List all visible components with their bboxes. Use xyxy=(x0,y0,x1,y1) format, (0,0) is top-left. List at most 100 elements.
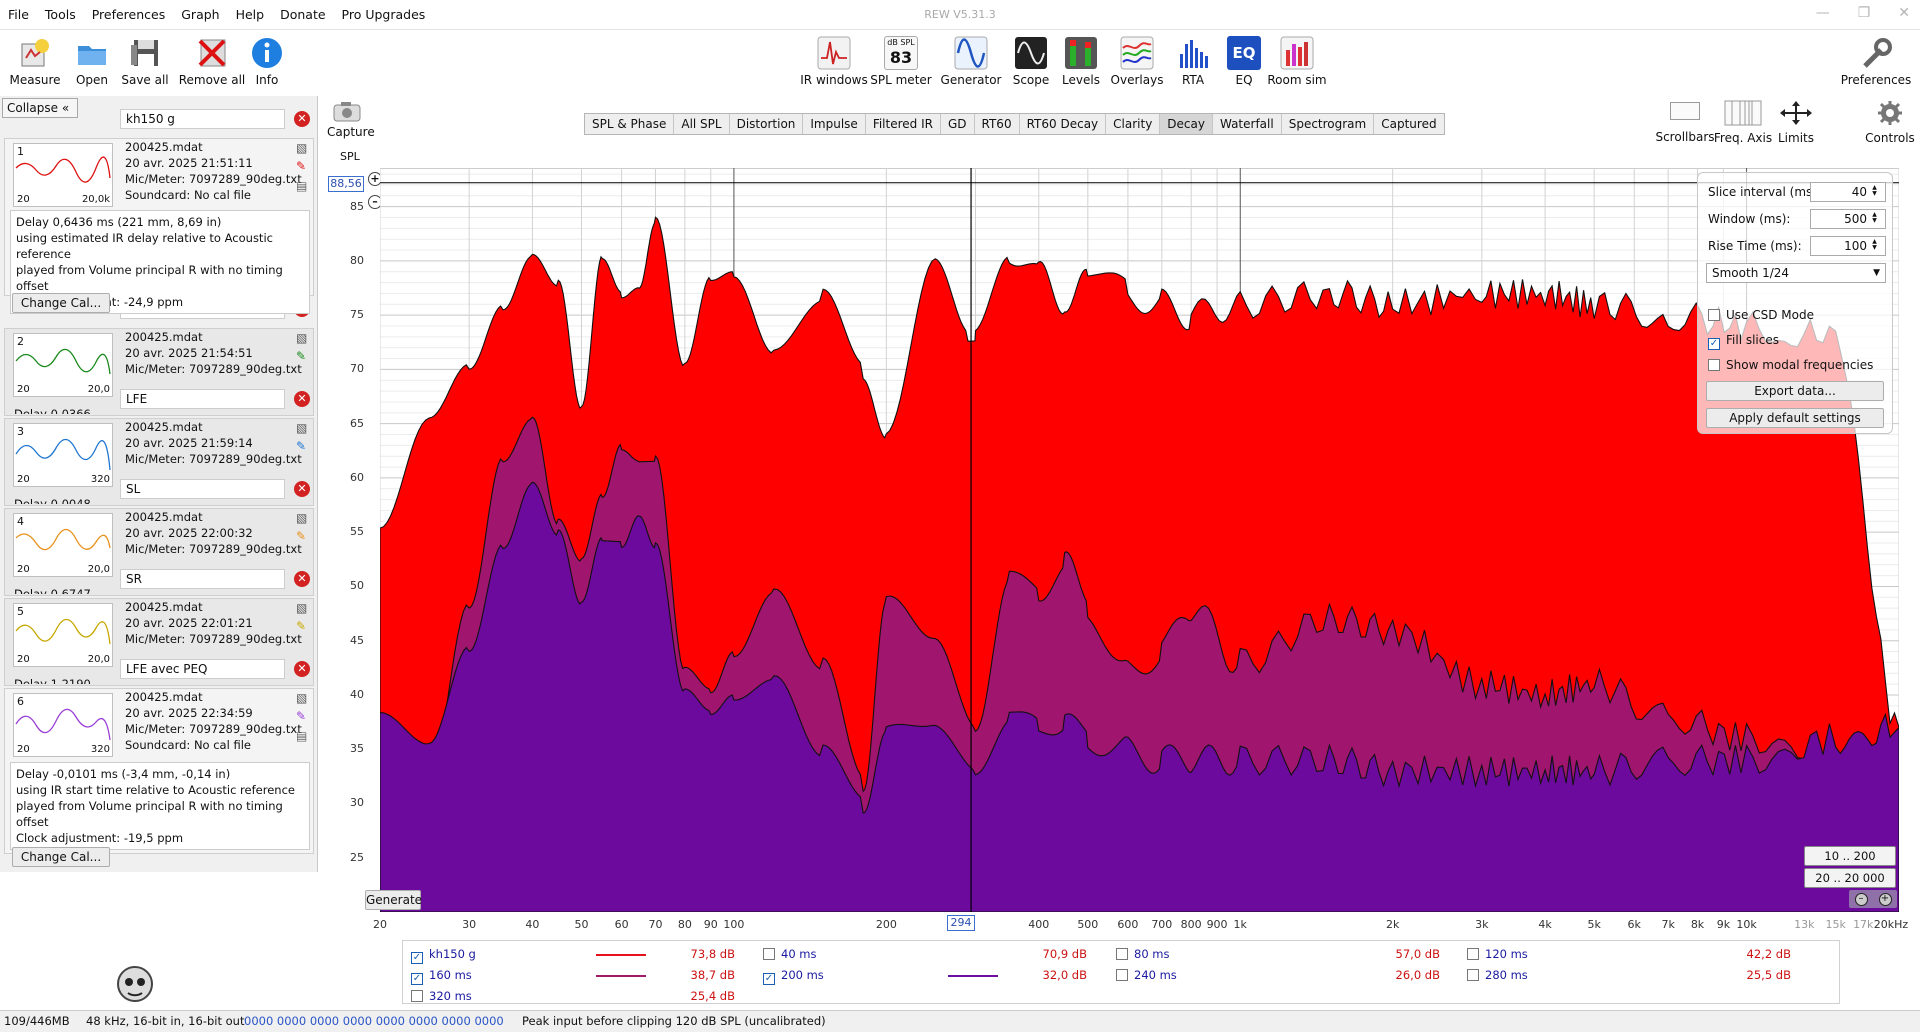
freq-axis-button[interactable]: Freq. Axis xyxy=(1713,100,1773,145)
measurement-name-input[interactable]: LFE xyxy=(120,389,285,409)
menu-file[interactable]: File xyxy=(8,7,29,22)
window-spinner[interactable]: 500 xyxy=(1810,209,1886,229)
chart-icon[interactable]: ▧ xyxy=(296,691,308,705)
x-cursor-readout[interactable]: 294 xyxy=(947,915,975,931)
legend-checkbox-icon[interactable]: ✓ xyxy=(411,952,423,964)
decay-chart[interactable] xyxy=(380,168,1899,912)
legend-checkbox-icon[interactable] xyxy=(411,990,423,1002)
remove-all-button[interactable]: Remove all xyxy=(177,34,247,87)
delete-measurement-icon[interactable]: ✕ xyxy=(294,661,310,677)
tab-clarity[interactable]: Clarity xyxy=(1106,114,1161,134)
pen-icon[interactable]: ✎ xyxy=(296,619,307,633)
menu-tools[interactable]: Tools xyxy=(44,7,76,22)
generate-button[interactable]: Generate xyxy=(365,890,422,910)
chart-icon[interactable]: ▧ xyxy=(296,601,308,615)
legend-checkbox-icon[interactable] xyxy=(1467,969,1479,981)
scrollbars-button[interactable]: Scrollbars xyxy=(1655,100,1715,144)
limits-button[interactable]: Limits xyxy=(1766,100,1826,145)
chart-icon[interactable]: ▧ xyxy=(296,421,308,435)
open-button[interactable]: Open xyxy=(57,34,127,87)
legend-entry[interactable]: ✓ 200 ms 32,0 dB xyxy=(763,968,1103,986)
tab-decay[interactable]: Decay xyxy=(1160,114,1213,134)
overlays-button[interactable]: Overlays xyxy=(1102,34,1172,87)
spl-meter-button[interactable]: dB SPL 83 SPL meter xyxy=(866,34,936,87)
legend-entry[interactable]: ✓ 160 ms 38,7 dB xyxy=(411,968,751,986)
collapse-button[interactable]: Collapse « xyxy=(2,98,78,118)
apply-default-settings-button[interactable]: Apply default settings xyxy=(1706,408,1884,428)
measurement-thumbnail[interactable]: 6 20 320 xyxy=(13,693,113,757)
notes-icon[interactable]: ▤ xyxy=(296,179,308,193)
measurement-thumbnail[interactable]: 2 20 20,0 xyxy=(13,333,113,397)
zoom-in-icon[interactable]: + xyxy=(1878,892,1892,906)
maximize-icon[interactable]: ❐ xyxy=(1857,5,1871,21)
pen-icon[interactable]: ✎ xyxy=(296,349,307,363)
pen-icon[interactable]: ✎ xyxy=(296,529,307,543)
legend-entry[interactable]: 240 ms 26,0 dB xyxy=(1116,968,1456,986)
delete-measurement-icon[interactable]: ✕ xyxy=(294,571,310,587)
notes-icon[interactable]: ▤ xyxy=(296,729,308,743)
measurement-thumbnail[interactable]: 1 20 20,0k xyxy=(13,143,113,207)
chart-icon[interactable]: ▧ xyxy=(296,331,308,345)
delete-measurement-icon[interactable]: ✕ xyxy=(294,481,310,497)
tab-impulse[interactable]: Impulse xyxy=(803,114,866,134)
menu-help[interactable]: Help xyxy=(235,7,265,22)
pen-icon[interactable]: ✎ xyxy=(296,159,307,173)
tab-rt60[interactable]: RT60 xyxy=(974,114,1020,134)
room-sim-button[interactable]: Room sim xyxy=(1262,34,1332,87)
smoothing-select[interactable]: Smooth 1/24 ▼ xyxy=(1706,263,1886,283)
legend-entry[interactable]: 40 ms 70,9 dB xyxy=(763,947,1103,965)
tab-rt60-decay[interactable]: RT60 Decay xyxy=(1019,114,1107,134)
preferences-button[interactable]: Preferences xyxy=(1841,34,1911,87)
legend-entry[interactable]: 280 ms 25,5 dB xyxy=(1467,968,1807,986)
legend-checkbox-icon[interactable] xyxy=(763,948,775,960)
chart-icon[interactable]: ▧ xyxy=(296,511,308,525)
measurement-thumbnail[interactable]: 3 20 320 xyxy=(13,423,113,487)
range-10-200-button[interactable]: 10 .. 200 xyxy=(1804,846,1896,866)
tab-all-spl[interactable]: All SPL xyxy=(674,114,730,134)
pen-icon[interactable]: ✎ xyxy=(296,439,307,453)
y-cursor-readout[interactable]: 88,56 xyxy=(328,176,364,192)
minimize-icon[interactable]: — xyxy=(1815,5,1830,21)
pen-icon[interactable]: ✎ xyxy=(296,709,307,723)
measurement-name-input[interactable]: SR xyxy=(120,569,285,589)
legend-checkbox-icon[interactable] xyxy=(1116,969,1128,981)
levels-button[interactable]: Levels xyxy=(1046,34,1116,87)
legend-entry[interactable]: 320 ms 25,4 dB xyxy=(411,989,751,1007)
legend-checkbox-icon[interactable] xyxy=(1116,948,1128,960)
tab-gd[interactable]: GD xyxy=(940,114,975,134)
tab-spectrogram[interactable]: Spectrogram xyxy=(1281,114,1375,134)
slice-interval-spinner[interactable]: 40 xyxy=(1810,182,1886,202)
delete-measurement-icon[interactable]: ✕ xyxy=(294,391,310,407)
measurement-name-input[interactable]: kh150 g xyxy=(120,109,285,129)
legend-entry[interactable]: 120 ms 42,2 dB xyxy=(1467,947,1807,965)
tab-waterfall[interactable]: Waterfall xyxy=(1212,114,1282,134)
measurement-thumbnail[interactable]: 4 20 20,0 xyxy=(13,513,113,577)
save-all-button[interactable]: Save all xyxy=(110,34,180,87)
measurement-thumbnail[interactable]: 5 20 20,0 xyxy=(13,603,113,667)
range-20-20000-button[interactable]: 20 .. 20 000 xyxy=(1804,868,1896,888)
eq-button[interactable]: EQ EQ xyxy=(1209,34,1279,87)
info-button[interactable]: Info xyxy=(232,34,302,87)
rise-time-spinner[interactable]: 100 xyxy=(1810,236,1886,256)
delete-measurement-icon[interactable]: ✕ xyxy=(294,111,310,127)
tab-filtered-ir[interactable]: Filtered IR xyxy=(865,114,941,134)
scope-button[interactable]: Scope xyxy=(996,34,1066,87)
change-cal-button[interactable]: Change Cal... xyxy=(12,847,110,867)
measurement-name-input[interactable]: SL xyxy=(120,479,285,499)
rta-button[interactable]: RTA xyxy=(1158,34,1228,87)
fill-slices-checkbox[interactable]: ✓ Fill slices xyxy=(1708,333,1779,350)
capture-button[interactable]: Capture xyxy=(327,100,375,139)
memory-usage[interactable]: 109/446MB xyxy=(4,1014,70,1028)
csd-mode-checkbox[interactable]: Use CSD Mode xyxy=(1708,308,1814,322)
menu-donate[interactable]: Donate xyxy=(280,7,326,22)
menu-graph[interactable]: Graph xyxy=(181,7,220,22)
tab-captured[interactable]: Captured xyxy=(1374,114,1444,134)
legend-checkbox-icon[interactable]: ✓ xyxy=(411,973,423,985)
generator-button[interactable]: Generator xyxy=(936,34,1006,87)
measurement-name-input[interactable]: LFE avec PEQ xyxy=(120,659,285,679)
legend-entry[interactable]: 80 ms 57,0 dB xyxy=(1116,947,1456,965)
legend-entry[interactable]: ✓ kh150 g 73,8 dB xyxy=(411,947,751,965)
change-cal-button[interactable]: Change Cal... xyxy=(12,293,110,313)
export-data-button[interactable]: Export data... xyxy=(1706,381,1884,401)
menu-preferences[interactable]: Preferences xyxy=(91,7,166,22)
